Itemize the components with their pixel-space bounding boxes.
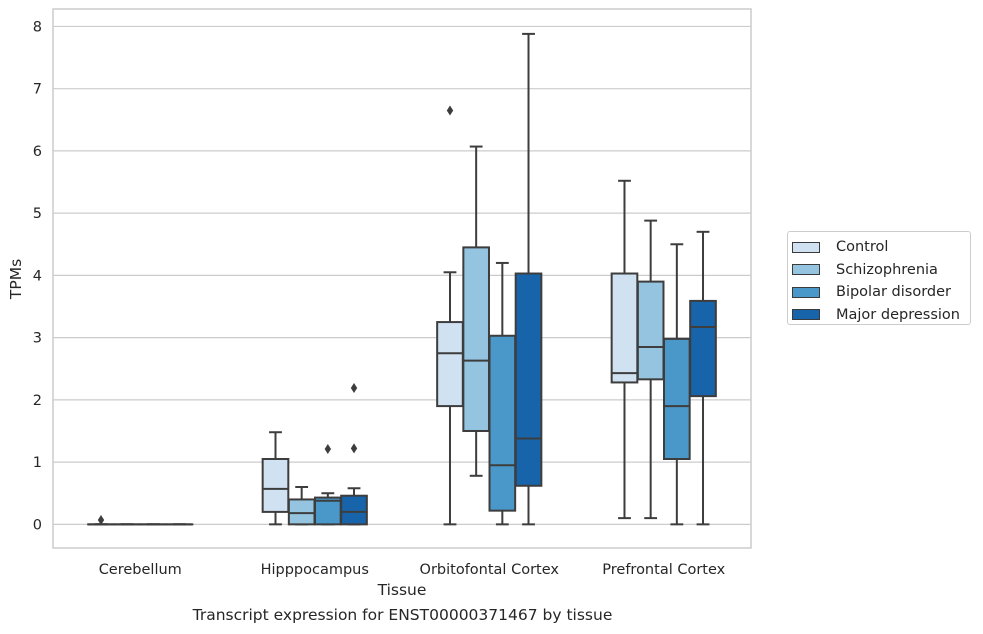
legend-label: Control <box>836 239 889 256</box>
y-tick-label: 7 <box>33 82 42 98</box>
x-tick-label: Cerebellum <box>99 562 182 578</box>
legend-swatch <box>792 241 820 253</box>
box-schizophrenia-2 <box>462 145 490 477</box>
y-tick-label: 1 <box>33 455 42 471</box>
box-major-depression-3 <box>689 230 717 526</box>
y-tick-labels: 0 1 2 3 4 5 6 7 8 <box>33 19 42 533</box>
box-control-1 <box>261 431 290 526</box>
box-iqr <box>462 246 490 432</box>
box-major-depression-2 <box>514 32 543 526</box>
legend-item-major-depression: Major depression <box>792 304 970 327</box>
box-schizophrenia-1 <box>287 486 316 526</box>
x-axis-title: Tissue <box>377 581 427 599</box>
legend-item-bipolar-disorder: Bipolar disorder <box>792 281 970 304</box>
box-bipolar-disorder-2 <box>488 261 517 526</box>
legend-label: Schizophrenia <box>836 261 938 278</box>
y-tick-label: 5 <box>33 206 42 222</box>
box-plots <box>87 32 717 526</box>
box-iqr <box>436 321 464 408</box>
box-iqr <box>514 272 543 487</box>
x-tick-label: Prefrontal Cortex <box>602 562 725 578</box>
legend-swatch <box>792 286 820 298</box>
box-iqr <box>689 299 717 398</box>
box-iqr <box>340 494 368 526</box>
box-iqr <box>488 334 517 512</box>
legend-label: Bipolar disorder <box>836 284 951 301</box>
box-iqr <box>287 498 316 526</box>
box-schizophrenia-3 <box>636 219 665 520</box>
y-tick-label: 6 <box>33 144 42 160</box>
box-major-depression-1 <box>340 383 368 526</box>
plot-area-frame <box>52 8 752 549</box>
box-iqr <box>314 496 342 526</box>
outlier-point <box>324 444 332 455</box>
box-iqr <box>261 457 290 513</box>
y-axis-title: TPMs <box>7 259 25 300</box>
legend-label: Major depression <box>836 306 960 323</box>
box-bipolar-disorder-1 <box>314 444 342 526</box>
box-bipolar-disorder-3 <box>663 243 691 526</box>
box-control-3 <box>610 179 639 520</box>
x-tick-label: Orbitofontal Cortex <box>420 562 560 578</box>
y-tick-label: 2 <box>33 393 42 409</box>
box-iqr <box>663 337 691 460</box>
y-tick-label: 3 <box>33 331 42 347</box>
outlier-point <box>350 383 358 394</box>
box-control-2 <box>436 105 464 526</box>
box-iqr <box>610 272 639 384</box>
y-tick-label: 8 <box>33 19 42 35</box>
legend-swatch <box>792 309 820 321</box>
chart-caption: Transcript expression for ENST0000037146… <box>192 606 613 624</box>
box-control-0 <box>87 514 115 526</box>
box-iqr <box>636 280 665 381</box>
y-tick-label: 4 <box>33 268 42 284</box>
legend-item-control: Control <box>792 236 970 259</box>
x-tick-labels: Cerebellum Hipppocampus Orbitofontal Corte… <box>99 562 726 578</box>
outlier-point <box>97 514 105 525</box>
legend-item-schizophrenia: Schizophrenia <box>792 259 970 282</box>
outlier-point <box>446 105 454 116</box>
legend: Control Schizophrenia Bipolar disorder Majo… <box>787 231 971 325</box>
y-tick-label: 0 <box>33 517 42 533</box>
legend-swatch <box>792 264 820 276</box>
x-tick-label: Hipppocampus <box>261 562 369 578</box>
outlier-point <box>350 443 358 454</box>
grid-lines <box>53 25 751 525</box>
